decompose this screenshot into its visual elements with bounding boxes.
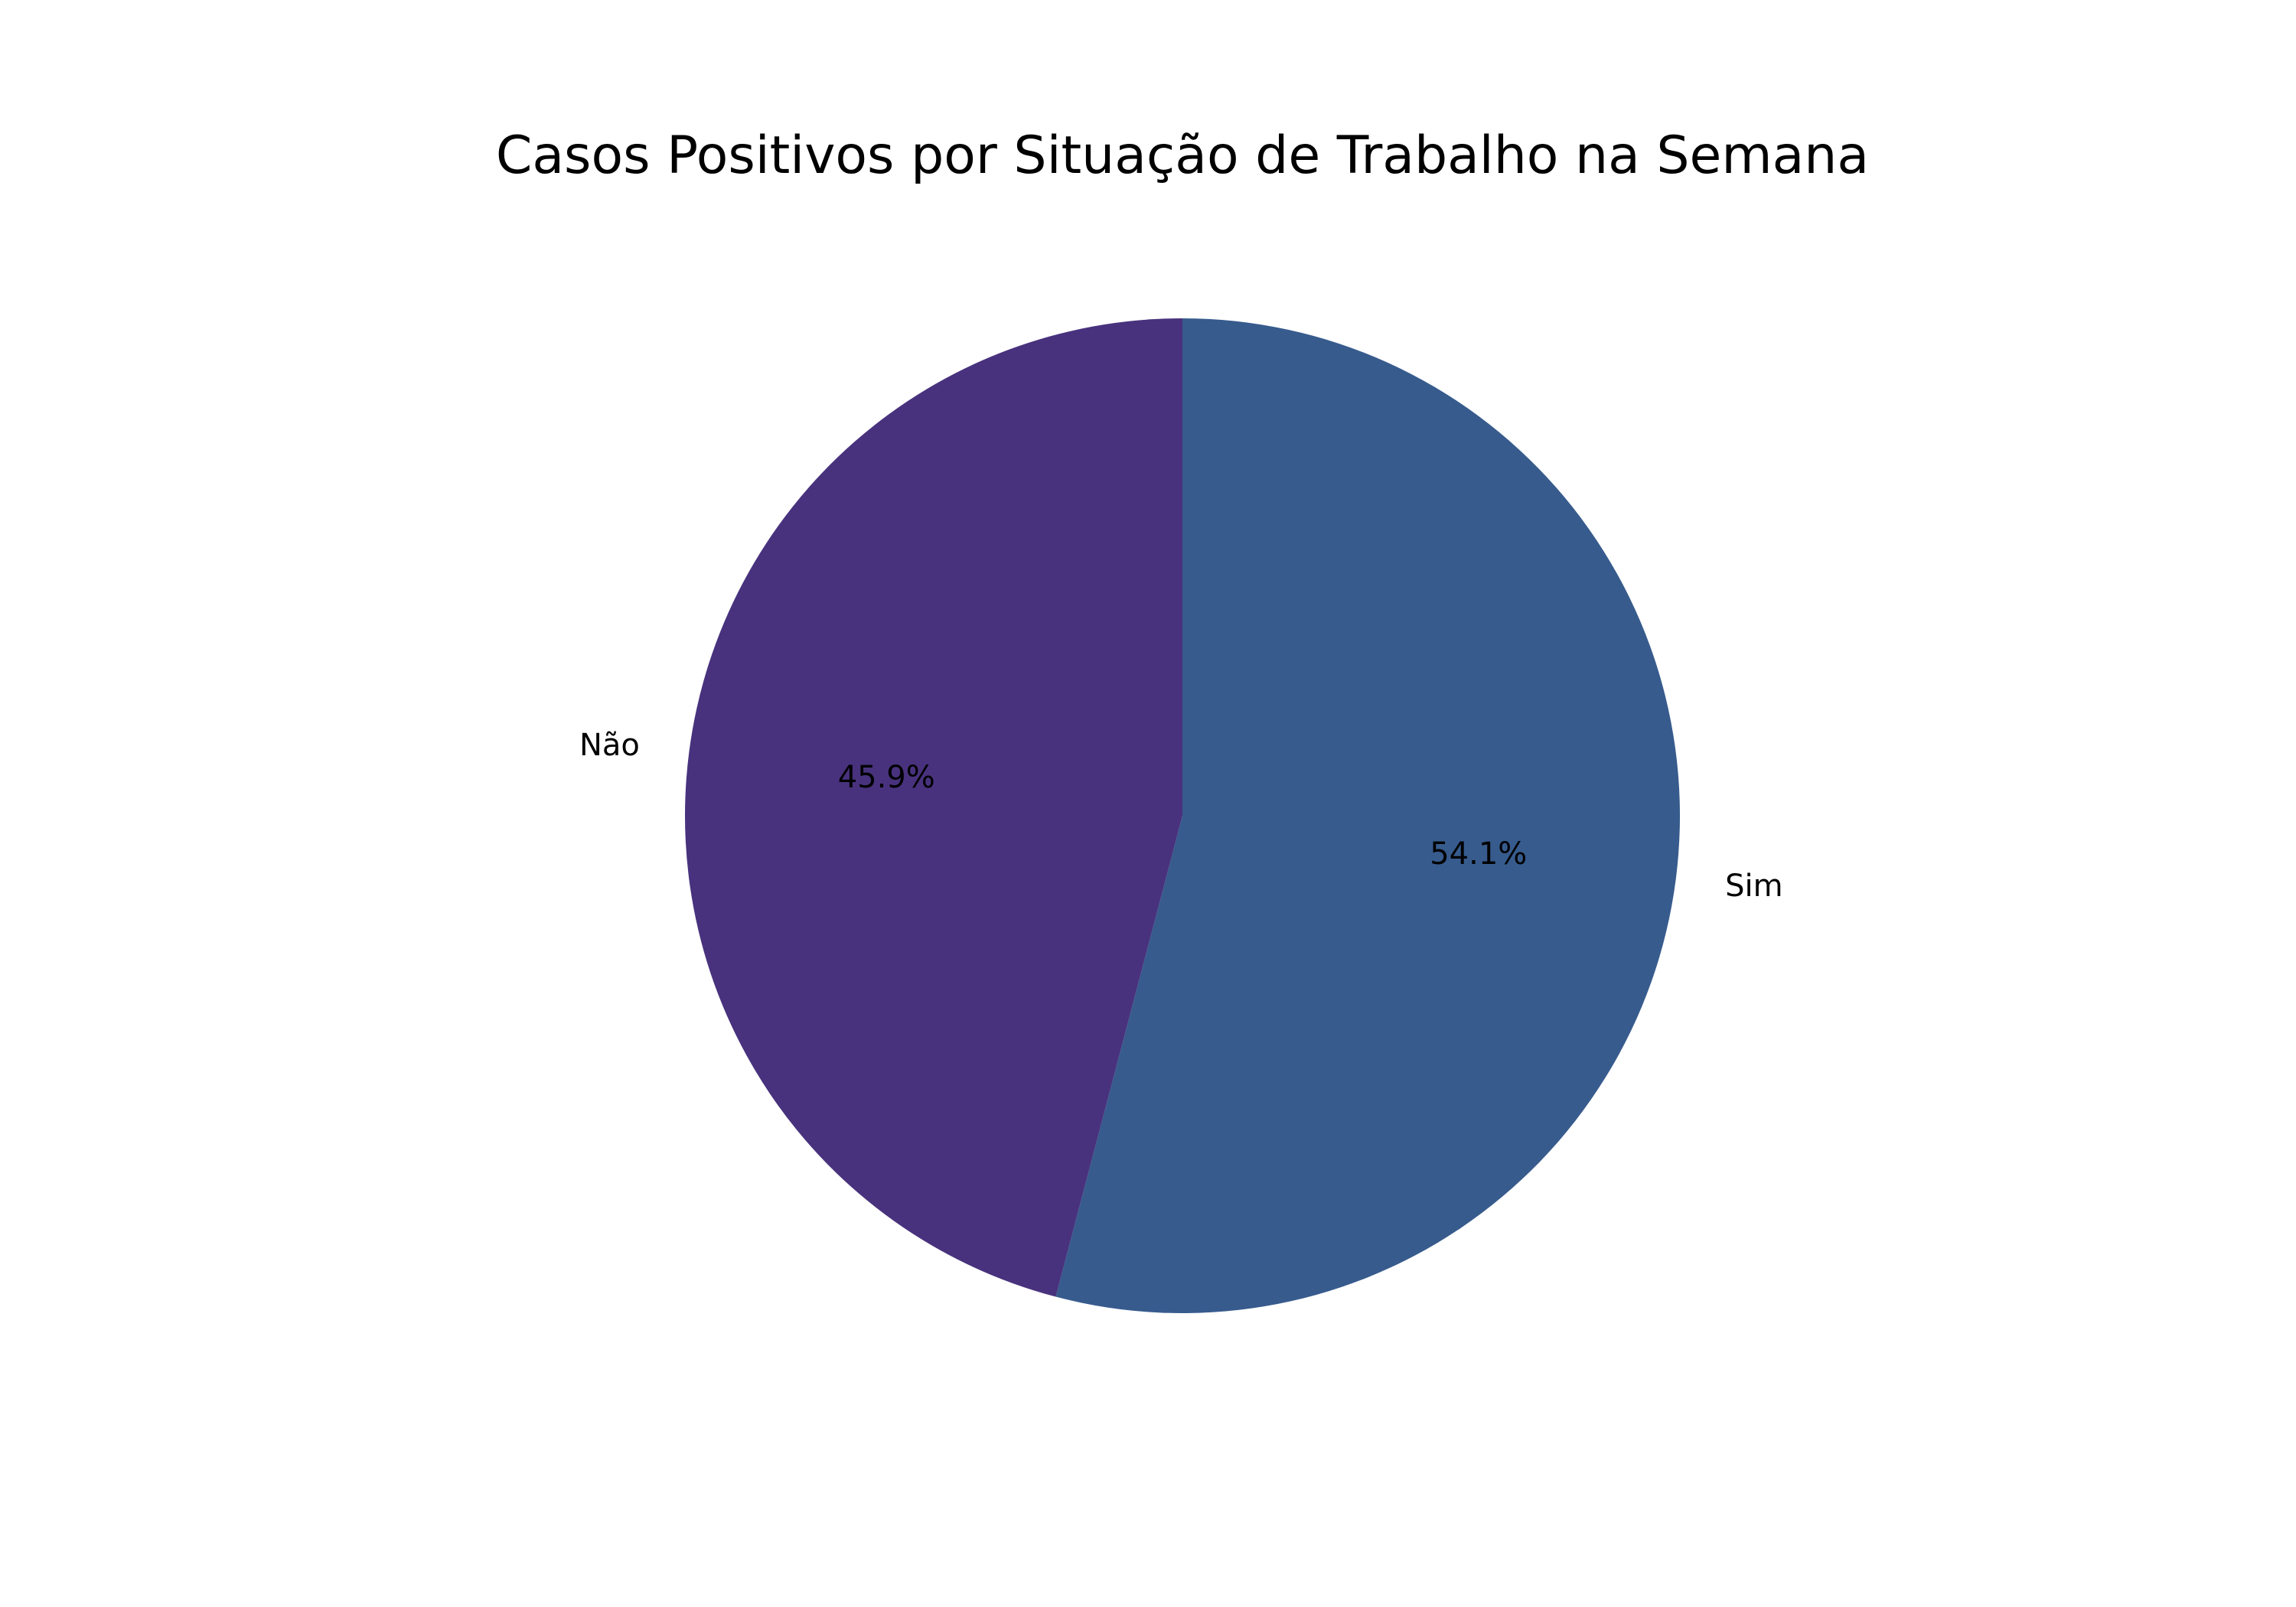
- slice-percent-sim: 54.1%: [1430, 836, 1527, 872]
- slice-percent-nao: 45.9%: [838, 760, 935, 795]
- chart-title: Casos Positivos por Situação de Trabalho…: [496, 125, 1869, 186]
- pie-slices: [685, 318, 1681, 1313]
- pie-slice-sim: [1055, 318, 1681, 1313]
- pie-slice-nao: [685, 318, 1182, 1297]
- slice-label-sim: Sim: [1725, 869, 1782, 904]
- slice-label-nao: Não: [579, 728, 640, 763]
- pie-labels: Sim 54.1% Não 45.9%: [579, 728, 1783, 904]
